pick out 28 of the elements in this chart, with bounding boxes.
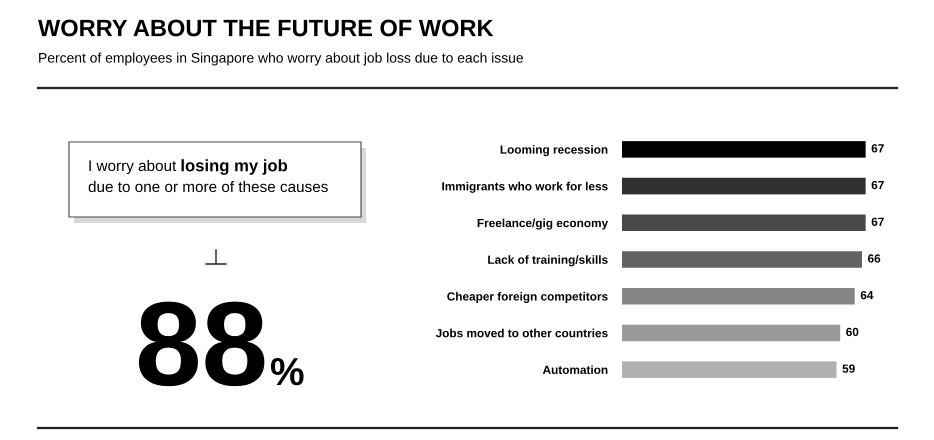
- y-tick-label: Jobs moved to other countries: [436, 328, 608, 338]
- y-tick-label: Freelance/gig economy: [478, 218, 608, 230]
- data-label: 59: [842, 364, 855, 373]
- bar: [622, 251, 862, 268]
- bar: [622, 214, 866, 232]
- y-tick-label: Lack of training/skills: [488, 255, 608, 266]
- y-tick-label: Automation: [542, 365, 608, 374]
- text: I worry about: [89, 160, 176, 174]
- y-tick-label: Cheaper foreign competitors: [447, 292, 608, 303]
- data-label: 67: [872, 218, 884, 226]
- data-label: 67: [872, 180, 884, 190]
- bar: [622, 324, 840, 342]
- text: due to one or more of these causes: [88, 180, 328, 192]
- y-tick-label: Looming recession: [500, 145, 608, 156]
- data-label: 66: [868, 254, 880, 263]
- y-tick-label: Immigrants who work for less: [442, 182, 608, 193]
- data-label: 60: [846, 328, 858, 336]
- bar: [622, 141, 866, 158]
- bar: [622, 288, 855, 304]
- text: 88: [138, 302, 264, 386]
- text: losing my job: [182, 159, 288, 175]
- bar: [622, 178, 866, 194]
- text: %: [270, 358, 304, 386]
- bar: [622, 361, 837, 378]
- text: Percent of employees in Singapore who worry about job loss due to each issue: [39, 52, 524, 66]
- data-label: 67: [872, 144, 884, 153]
- text: WORRY ABOUT THE FUTURE OF WORK: [38, 20, 494, 36]
- data-label: 64: [860, 291, 874, 300]
